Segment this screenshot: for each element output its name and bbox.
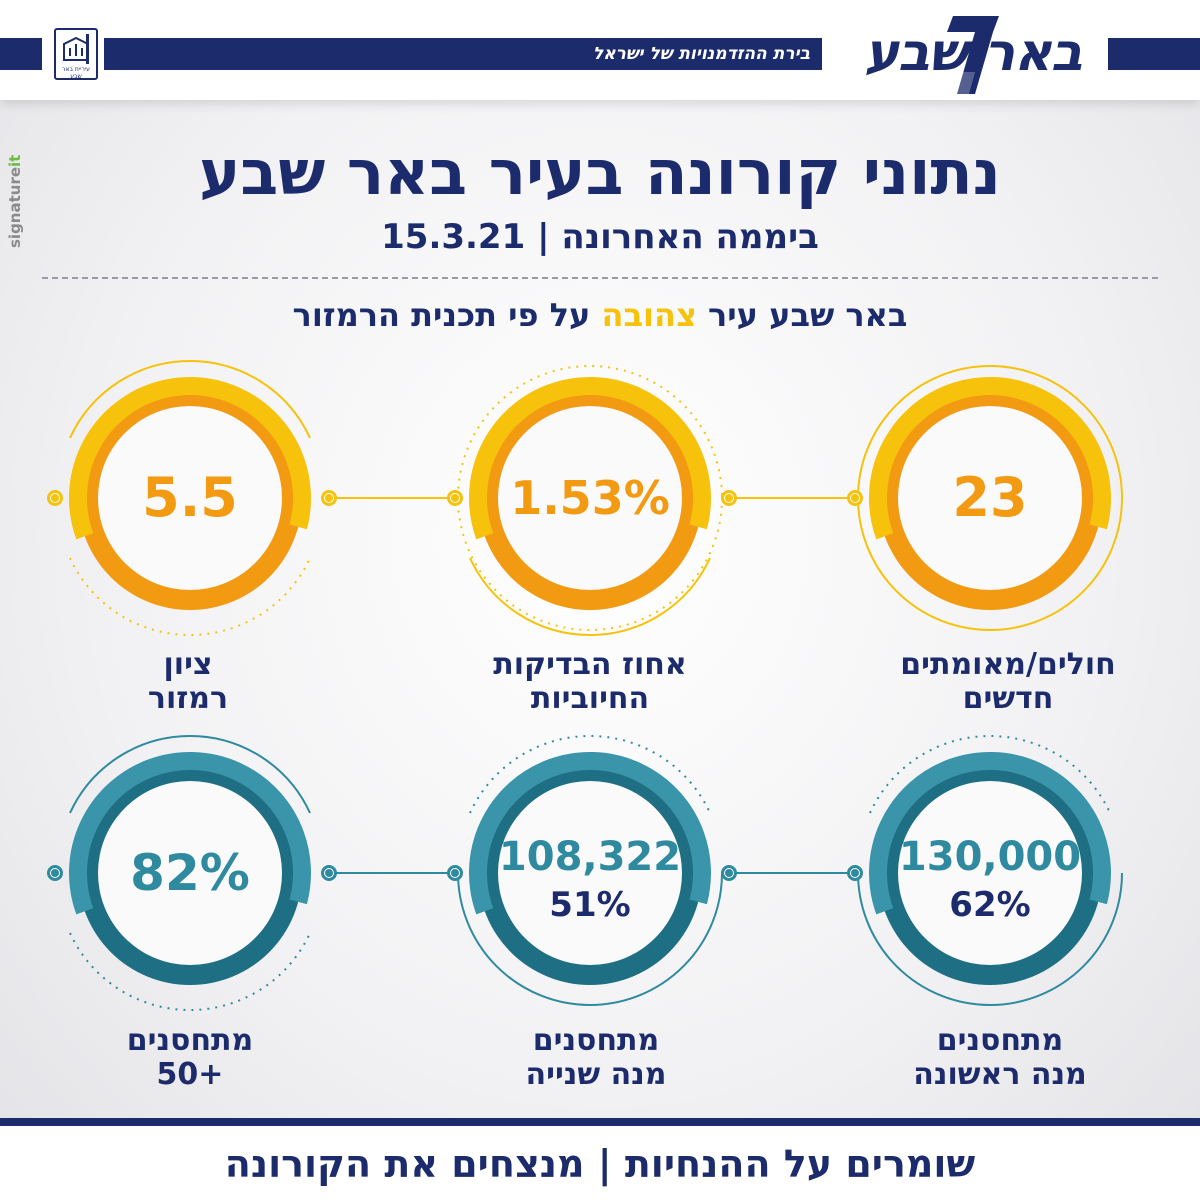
gauge-ring [857,734,1123,1006]
page-subtitle: ביממה האחרונה | 15.3.21 [381,217,819,257]
connector-line [330,872,455,874]
page-title: נתוני קורונה בעיר באר שבע [199,136,1001,209]
stat-value: 1.53% [510,471,670,525]
stat-traffic-score: 5.5 [40,348,340,648]
footer [0,1126,1200,1200]
connector-node [321,490,337,506]
footer-rule [0,1118,1200,1126]
header-tagline: בירת ההזדמנויות של ישראל [592,44,810,64]
stat-label: מתחסנים מנה שנייה [525,1023,667,1092]
stat-second-dose: 108,322 51% [440,723,740,1023]
connector-node [47,865,63,881]
connector-node [721,490,737,506]
gauge-ring [69,359,311,637]
emblem-label: עיריית באר שבע [62,66,90,80]
gauge-ring [457,365,723,637]
stat-secondary: 51% [549,885,631,925]
seven-logo-icon [947,16,999,94]
divider [42,277,1158,279]
connector-node [721,865,737,881]
header-bar-right [1108,38,1200,70]
connector-line [330,497,455,499]
connector-node [447,490,463,506]
stat-value: 5.5 [142,466,238,529]
header: עיריית באר שבע בירת ההזדמנויות של ישראל … [0,0,1200,100]
stat-positive-rate: 1.53% [440,348,740,648]
connector-node [321,865,337,881]
footer-slogan: שומרים על ההנחיות | מנצחים את הקורונה [224,1142,976,1186]
stat-value: 23 [952,466,1028,529]
header-bar [104,38,822,70]
emblem-icon [63,34,89,64]
stat-first-dose: 130,000 62% [840,723,1140,1023]
gauge-ring [69,734,311,1012]
header-bar-left [0,38,42,70]
connector-node [847,865,863,881]
stat-label: מתחסנים 50+ [126,1023,254,1092]
designer-credit: signatureit [6,154,24,248]
gauge-ring [457,734,723,1006]
stat-label: אחוז הבדיקות החיוביות [493,647,687,716]
stat-label: מתחסנים מנה ראשונה [913,1023,1087,1092]
stat-value: 82% [130,844,250,902]
connector-node [47,490,63,506]
city-emblem: עיריית באר שבע [54,28,98,80]
gauge-ring [857,365,1123,631]
stat-over-50: 82% [40,723,340,1023]
stat-new-cases: 23 [840,348,1140,648]
stat-value: 108,322 [498,834,682,880]
traffic-light-status: באר שבע עיר צהובה על פי תכנית הרמזור [292,296,908,334]
connector-node [847,490,863,506]
connector-line [730,872,855,874]
status-highlight: צהובה [601,296,697,334]
stat-label: ציון רמזור [147,647,229,716]
connector-node [447,865,463,881]
connector-line [730,497,855,499]
stat-secondary: 62% [949,885,1031,925]
stat-value: 130,000 [898,834,1082,880]
stat-label: חולים/מאומתים חדשים [900,647,1116,716]
